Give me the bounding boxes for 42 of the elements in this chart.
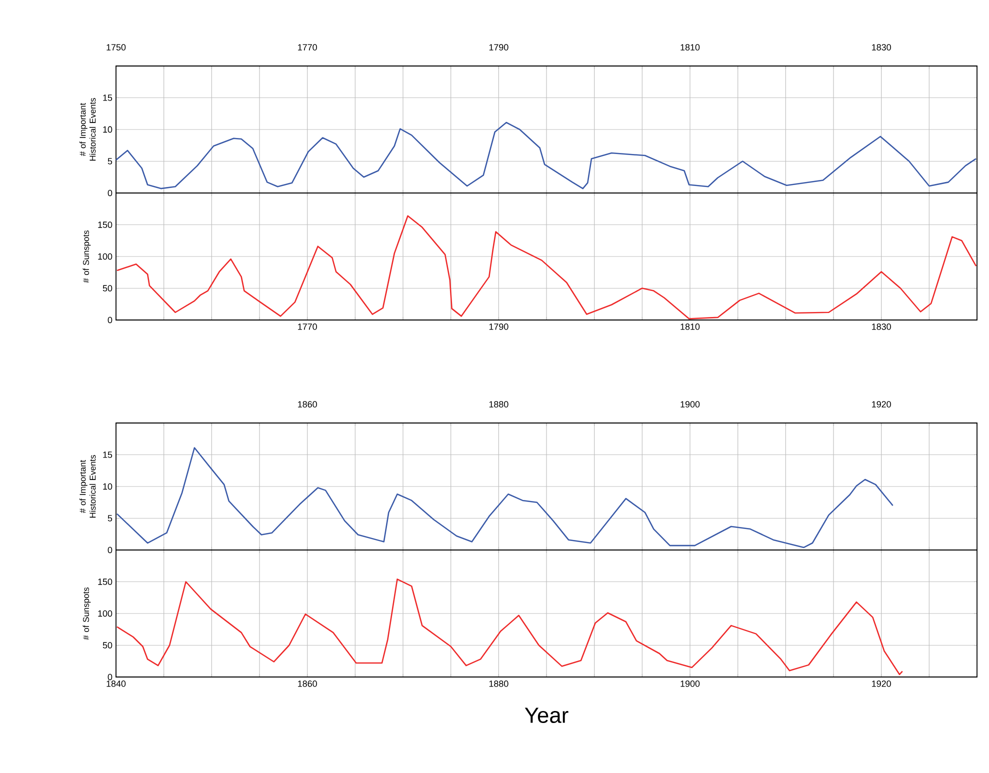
y-tick-label: 150	[98, 222, 112, 228]
y-axis-title: # of Important Historical Events	[79, 455, 96, 518]
y-tick-label: 100	[98, 610, 112, 617]
x-tick-label: 1840	[106, 680, 126, 687]
x-tick-label: 1860	[298, 401, 317, 408]
x-axis-title: Year	[524, 708, 568, 724]
y-tick-label: 15	[103, 452, 112, 458]
x-tick-label: 1810	[680, 324, 700, 330]
y-axis-title: # of Important Historical Events	[79, 98, 96, 161]
y-tick-label: 5	[108, 158, 112, 164]
y-tick-label: 15	[103, 94, 112, 101]
x-tick-label: 1830	[872, 44, 891, 50]
line-series	[116, 447, 894, 548]
x-tick-label: 1790	[489, 324, 508, 330]
x-tick-label: 1750	[106, 44, 126, 50]
y-tick-label: 10	[103, 126, 112, 133]
x-tick-label: 1770	[298, 324, 317, 330]
x-tick-label: 1770	[298, 44, 317, 50]
x-tick-label: 1900	[680, 680, 700, 687]
x-tick-label: 1880	[489, 401, 508, 408]
line-series	[115, 122, 977, 190]
y-tick-label: 10	[103, 483, 112, 490]
x-tick-label: 1880	[489, 680, 508, 687]
y-tick-label: 5	[108, 515, 112, 522]
y-tick-label: 100	[98, 253, 112, 260]
y-tick-label: 150	[98, 578, 112, 585]
y-tick-label: 0	[108, 316, 112, 324]
x-tick-label: 1920	[872, 680, 891, 687]
y-tick-label: 50	[102, 642, 112, 648]
y-axis-title: # of Sunspots	[82, 230, 91, 283]
x-tick-label: 1900	[680, 401, 700, 408]
x-tick-label: 1790	[489, 44, 508, 50]
y-tick-label: 50	[102, 285, 112, 292]
x-tick-label: 1860	[298, 680, 317, 687]
x-tick-label: 1810	[680, 44, 700, 50]
line-series	[116, 578, 904, 676]
y-tick-label: 0	[108, 190, 112, 196]
x-tick-label: 1920	[872, 401, 891, 408]
y-axis-title: # of Sunspots	[82, 587, 91, 640]
x-tick-label: 1830	[872, 324, 891, 330]
y-tick-label: 0	[108, 546, 112, 554]
y-tick-label: 0	[108, 674, 112, 680]
